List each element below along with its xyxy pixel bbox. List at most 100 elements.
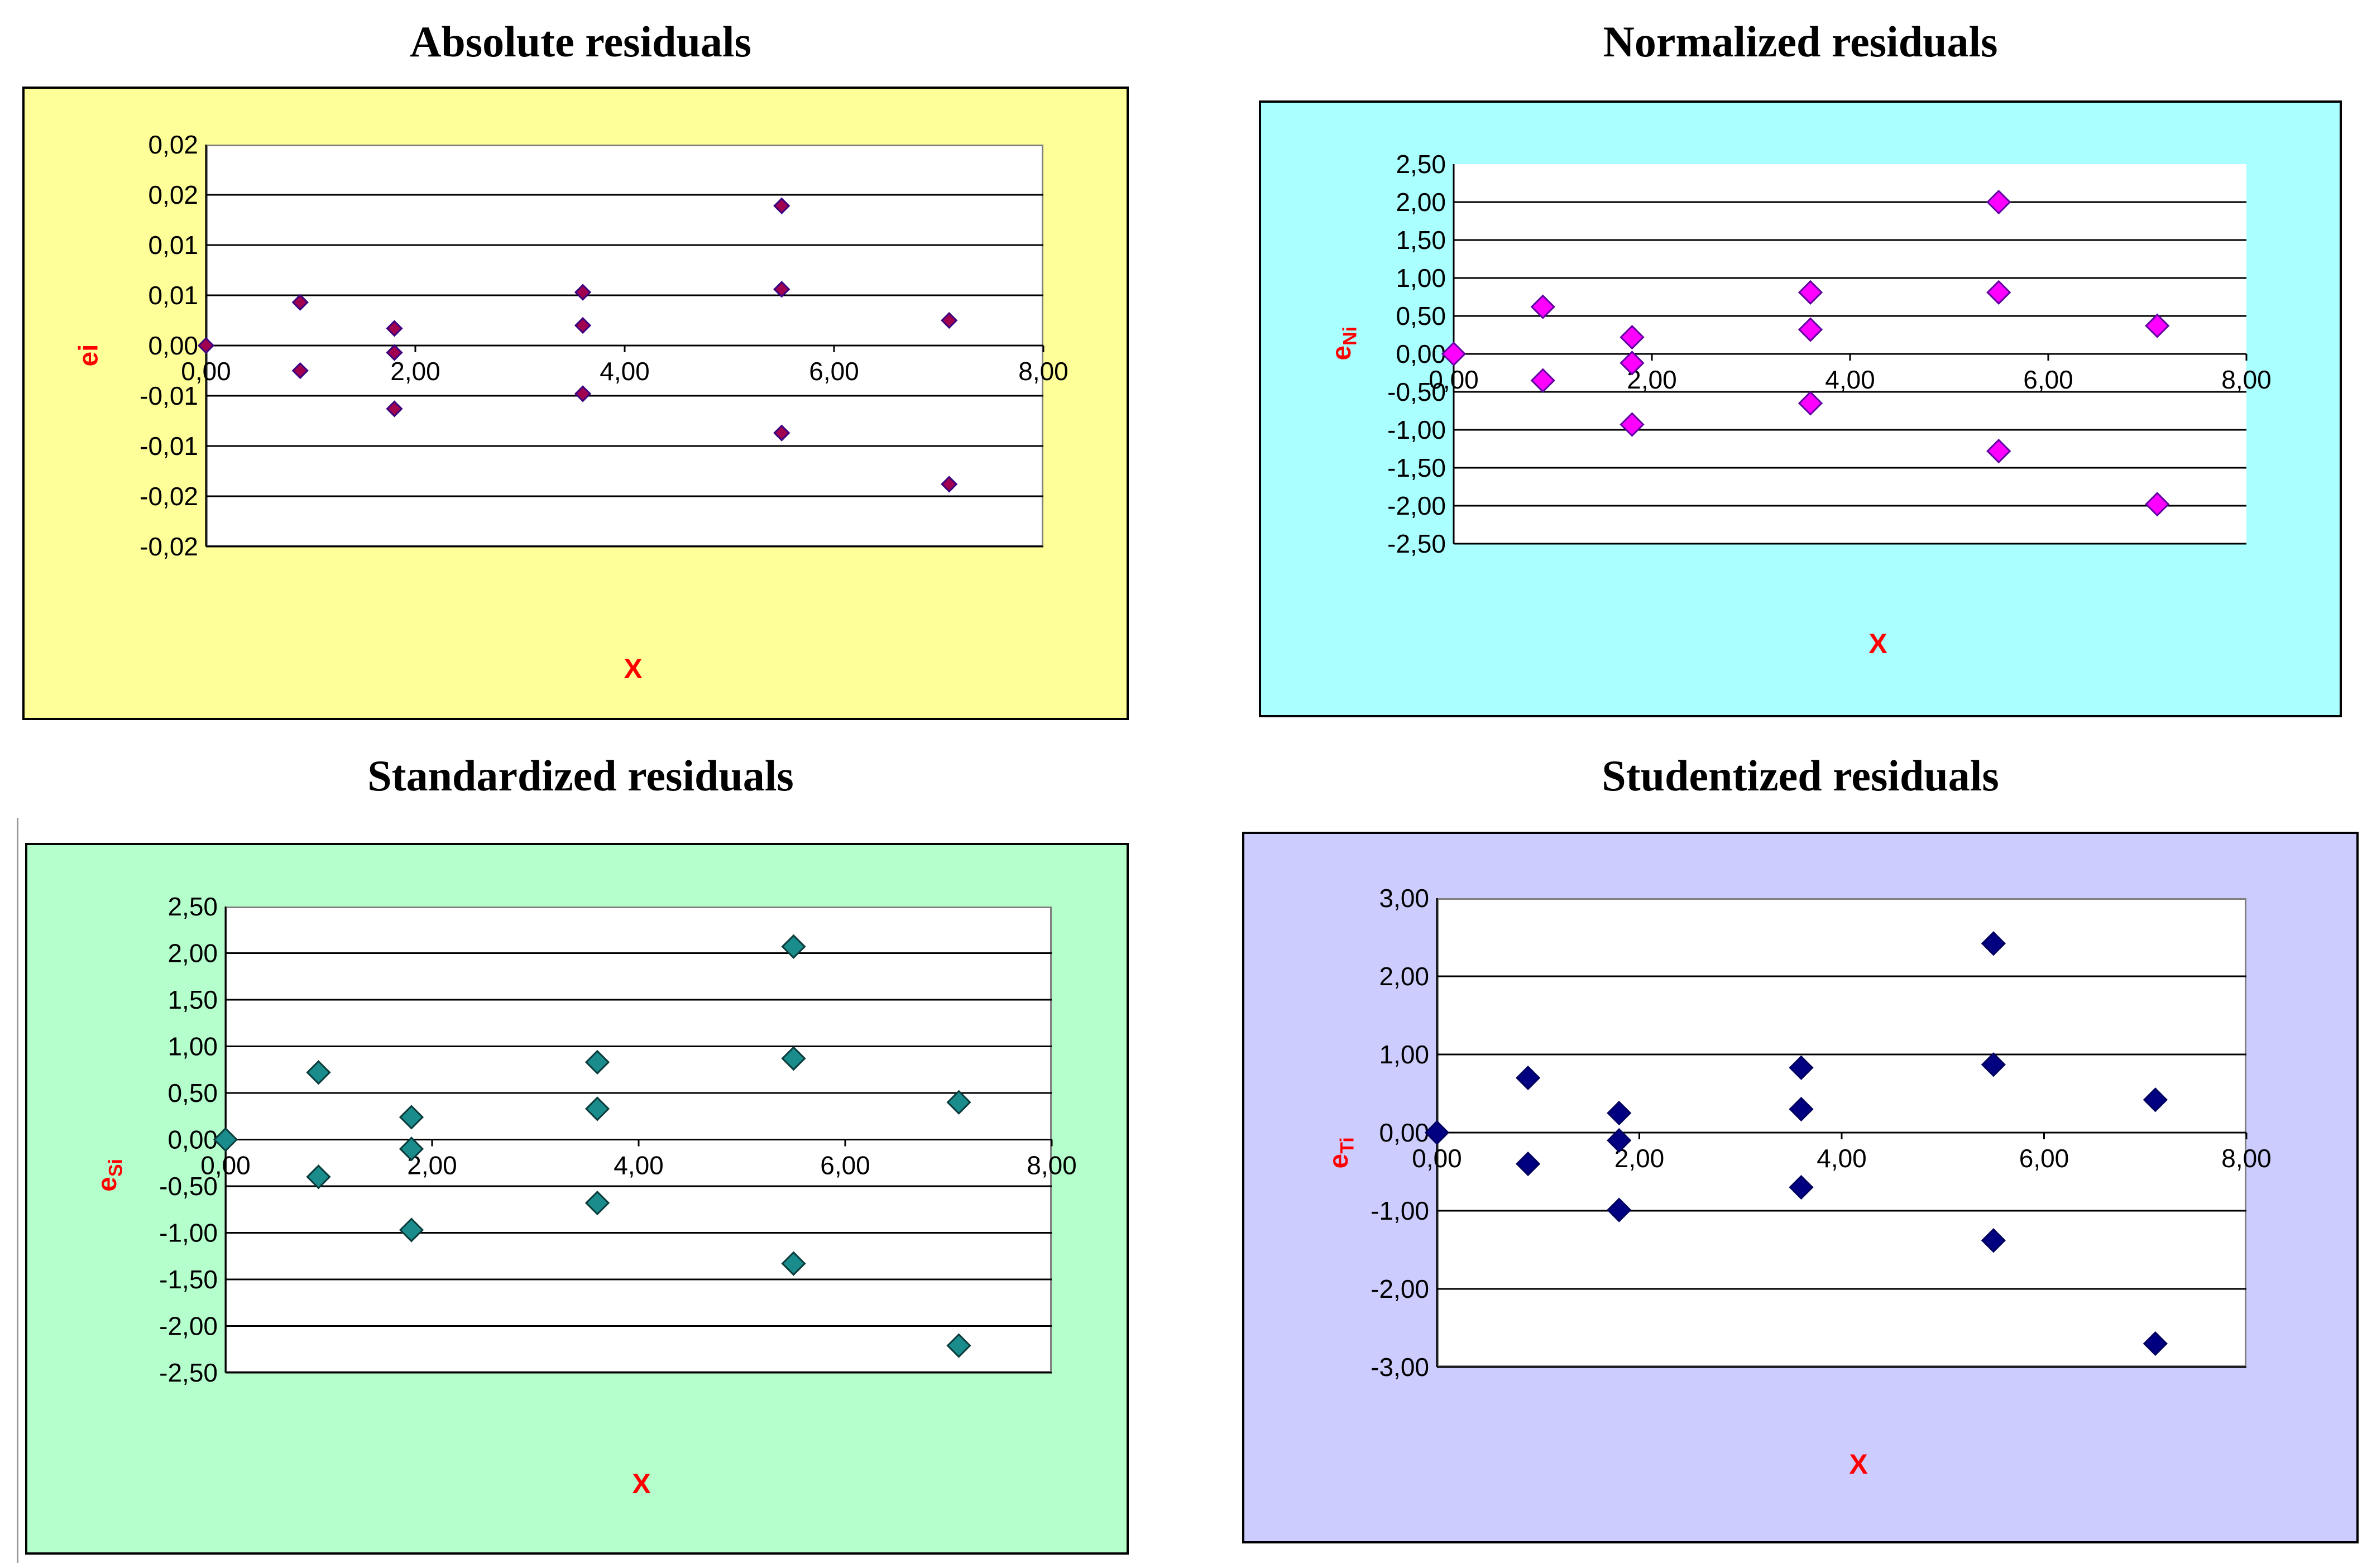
data-point xyxy=(1981,1228,2006,1253)
data-point xyxy=(399,1137,424,1162)
data-point xyxy=(1619,324,1645,350)
y-tick-label: 1,50 xyxy=(1396,226,1446,255)
x-tick-label: 4,00 xyxy=(1817,1144,1867,1173)
chart-title: Studentized residuals xyxy=(1602,751,1999,800)
data-point xyxy=(781,1251,806,1276)
x-tick-label: 0,00 xyxy=(200,1151,251,1180)
data-point xyxy=(1798,391,1823,416)
y-tick-label: -0,01 xyxy=(140,431,198,461)
data-point xyxy=(1981,931,2006,956)
data-point xyxy=(2143,1087,2168,1113)
data-point xyxy=(1798,280,1823,305)
y-tick-label: 2,00 xyxy=(1379,962,1429,991)
x-tick-label: 8,00 xyxy=(1018,357,1068,386)
x-tick-label: 6,00 xyxy=(2023,365,2073,394)
x-tick-label: 0,00 xyxy=(1429,365,1479,394)
y-tick-label: 0,00 xyxy=(167,1125,218,1154)
y-tick-label: 0,00 xyxy=(148,331,198,360)
y-tick-label: 0,00 xyxy=(1396,339,1446,368)
data-point xyxy=(1619,351,1645,376)
data-point xyxy=(306,1164,331,1190)
data-point xyxy=(291,294,309,311)
chart-svg: 3,002,001,000,00-1,00-2,00-3,000,00 2,00 4… xyxy=(1371,884,2272,1382)
data-point xyxy=(386,320,403,337)
y-tick-label: 0,01 xyxy=(148,231,198,260)
x-tick-label: 0,00 xyxy=(181,357,231,386)
y-tick-label: -1,00 xyxy=(1387,415,1446,444)
y-tick-label: -3,00 xyxy=(1371,1353,1429,1382)
x-tick-label: 6,00 xyxy=(820,1151,870,1180)
y-axis-label: eTi xyxy=(1324,1137,1358,1169)
x-tick-label: 6,00 xyxy=(2019,1144,2069,1173)
data-point xyxy=(941,311,958,329)
data-point xyxy=(941,476,958,493)
data-point xyxy=(574,385,592,402)
y-tick-label: 2,50 xyxy=(167,892,218,921)
y-tick-label: 2,00 xyxy=(167,939,218,968)
y-tick-label: -1,00 xyxy=(1371,1196,1429,1225)
y-tick-label: 0,50 xyxy=(1396,301,1446,330)
y-tick-label: -2,00 xyxy=(159,1312,218,1341)
x-tick-label: 2,00 xyxy=(390,357,440,386)
x-axis-label: X xyxy=(1849,1449,1868,1480)
y-tick-label: -0,50 xyxy=(1387,377,1446,406)
y-tick-label: 0,02 xyxy=(148,130,198,159)
data-point xyxy=(399,1105,424,1130)
data-point xyxy=(386,344,403,361)
y-tick-label: -1,50 xyxy=(1387,453,1446,482)
y-tick-label: 0,50 xyxy=(167,1078,218,1107)
data-point xyxy=(1607,1100,1632,1126)
data-point xyxy=(1530,368,1555,393)
chart-panel-normalized: 2,50 2,00 1,50 1,00 0,50 0,00 -0,50 -1,00 -1,50-… xyxy=(1259,100,2342,717)
x-axis-label: X xyxy=(624,653,643,684)
data-point xyxy=(399,1217,424,1243)
x-tick-label: 8,00 xyxy=(1027,1151,1077,1180)
data-point xyxy=(1607,1197,1632,1222)
chart-svg: 2,502,001,501,000,500,00-0,50-1,00-1,50-… xyxy=(1387,150,2272,558)
y-tick-label: 1,00 xyxy=(1396,263,1446,292)
chart-panel-absolute: 0,02 0,02 0,01 0,01 0,00 -0,01 -0,01 -0,02 -0,02… xyxy=(22,87,1129,720)
data-point xyxy=(306,1060,331,1085)
data-point xyxy=(1607,1128,1632,1153)
x-tick-label: 8,00 xyxy=(2221,365,2272,394)
y-axis-label: ei xyxy=(74,344,104,367)
data-point xyxy=(781,1046,806,1071)
data-point xyxy=(773,197,790,214)
data-point xyxy=(1530,294,1555,319)
data-point xyxy=(584,1190,610,1216)
data-point xyxy=(773,424,790,442)
x-tick-label: 4,00 xyxy=(1825,365,1875,394)
data-point xyxy=(213,1127,238,1152)
data-point xyxy=(1986,438,2011,464)
data-point xyxy=(1441,341,1467,367)
data-point xyxy=(584,1096,610,1121)
data-point xyxy=(386,400,403,418)
data-point xyxy=(584,1049,610,1075)
data-point xyxy=(574,284,592,301)
chart-title: Standardized residuals xyxy=(367,751,794,800)
y-tick-label: -1,50 xyxy=(159,1265,218,1294)
data-point xyxy=(781,934,806,959)
chart-panel-studentized: 3,00 2,00 1,00 0,00 -1,00 -2,00 -3,00 0,00 2,00 4… xyxy=(1242,832,2359,1543)
data-point xyxy=(1789,1055,1814,1080)
y-tick-label: 3,00 xyxy=(1379,884,1429,913)
data-point xyxy=(291,362,309,380)
x-axis-label: X xyxy=(1868,628,1887,659)
y-axis-label: eSi xyxy=(93,1158,127,1192)
data-point xyxy=(197,337,215,354)
data-point xyxy=(946,1333,971,1358)
chart-title: Normalized residuals xyxy=(1603,17,1998,66)
y-tick-label: 2,50 xyxy=(1396,150,1446,179)
data-point xyxy=(574,317,592,334)
data-point xyxy=(1798,317,1823,342)
x-tick-label: 6,00 xyxy=(809,357,859,386)
y-axis-label: eNi xyxy=(1327,326,1361,361)
x-tick-label: 4,00 xyxy=(600,357,650,386)
x-tick-label: 4,00 xyxy=(614,1151,664,1180)
data-point xyxy=(1986,280,2011,305)
y-tick-label: -0,50 xyxy=(159,1172,218,1201)
chart-svg: 0,020,020,010,010,00-0,01-0,01-0,02-0,02… xyxy=(140,130,1068,561)
page-rule xyxy=(17,818,18,1563)
data-point xyxy=(2143,1331,2168,1356)
chart-title: Absolute residuals xyxy=(410,17,751,66)
